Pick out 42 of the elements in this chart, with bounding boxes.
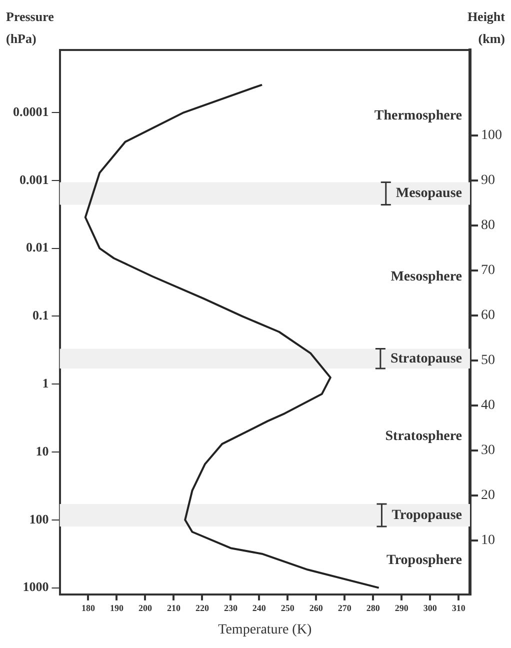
x-tick-label: 250 <box>280 603 295 614</box>
annotation: Thermosphere <box>374 108 462 124</box>
band-label: Mesopause <box>396 186 462 202</box>
y-axis-title: Pressure (hPa) <box>6 8 54 46</box>
x-tick-label: 280 <box>366 603 380 614</box>
annotation: Stratosphere <box>385 428 462 444</box>
y2-tick-label: 20 <box>481 488 495 504</box>
y2-tick-label: 10 <box>481 533 495 548</box>
x-tick-label: 180 <box>81 603 96 614</box>
x-tick-label: 210 <box>166 603 181 614</box>
x-tick-label: 290 <box>394 603 409 614</box>
y-tick-label: 0.1 <box>32 308 49 323</box>
y2-tick-label: 70 <box>481 263 495 278</box>
x-axis-title: Temperature (K) <box>218 622 312 638</box>
y2-axis-title: Height (km) <box>467 8 506 46</box>
x-tick-label: 200 <box>138 603 152 614</box>
x-tick-label: 230 <box>224 603 238 614</box>
x-tick-label: 300 <box>423 603 438 614</box>
y2-tick-label: 40 <box>481 398 495 414</box>
y2-tick-label: 30 <box>481 443 495 458</box>
y-tick-label: 1000 <box>22 579 49 594</box>
y-tick-label: 1 <box>42 375 49 390</box>
y-tick-label: 0.0001 <box>13 104 49 119</box>
band-label: Stratopause <box>390 351 462 366</box>
y-tick-label: 10 <box>36 443 49 458</box>
x-tick-label: 240 <box>252 603 266 614</box>
x-tick-label: 310 <box>452 603 466 614</box>
band-label: Tropopause <box>392 508 462 523</box>
x-tick-label: 260 <box>309 603 324 614</box>
annotation: Mesosphere <box>390 269 462 284</box>
y2-tick-label: 90 <box>481 173 495 188</box>
y-tick-label: 100 <box>29 511 49 526</box>
y2-tick-label: 60 <box>481 308 495 324</box>
y-tick-label: 0.01 <box>26 240 49 255</box>
x-tick-label: 270 <box>338 603 352 614</box>
y2-tick-label: 80 <box>481 218 495 234</box>
y-tick-label: 0.001 <box>20 172 49 187</box>
x-tick-label: 190 <box>110 603 124 614</box>
annotation: Troposphere <box>386 553 462 568</box>
y2-tick-label: 100 <box>481 128 502 144</box>
x-tick-label: 220 <box>195 603 210 614</box>
y2-tick-label: 50 <box>481 353 495 368</box>
